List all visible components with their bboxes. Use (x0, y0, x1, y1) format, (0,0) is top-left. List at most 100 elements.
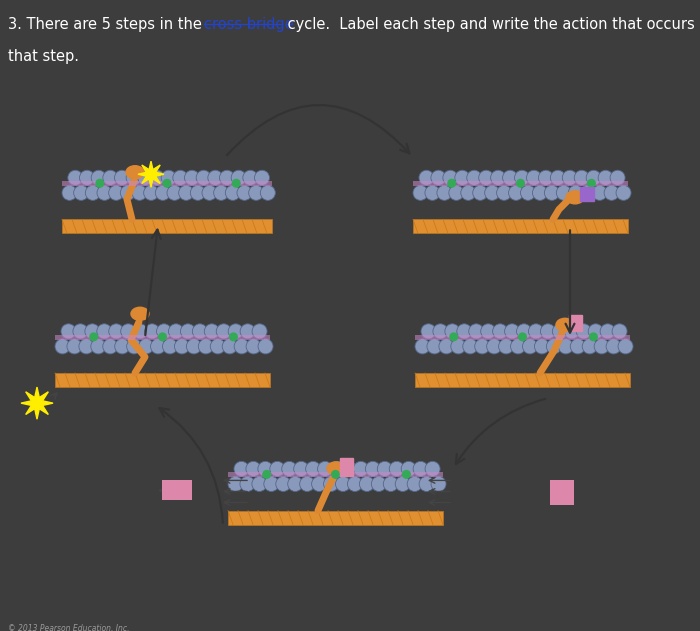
Circle shape (359, 476, 375, 492)
Circle shape (144, 186, 159, 200)
Circle shape (547, 339, 561, 354)
Bar (413, 220, 628, 233)
Circle shape (190, 186, 205, 200)
Circle shape (401, 461, 416, 476)
Circle shape (97, 186, 112, 200)
Circle shape (214, 186, 229, 200)
Circle shape (568, 186, 583, 200)
Circle shape (516, 179, 525, 188)
Circle shape (115, 170, 130, 186)
Circle shape (514, 170, 529, 186)
Circle shape (234, 339, 249, 354)
Circle shape (419, 476, 434, 492)
Circle shape (475, 339, 490, 354)
Circle shape (552, 324, 568, 339)
Circle shape (587, 179, 596, 188)
Circle shape (509, 186, 524, 200)
Circle shape (496, 186, 512, 200)
Circle shape (589, 333, 598, 341)
Circle shape (580, 186, 595, 200)
Circle shape (451, 339, 466, 354)
Circle shape (467, 170, 482, 186)
Bar (228, 473, 443, 478)
Circle shape (528, 324, 543, 339)
Text: © 2013 Pearson Education, Inc.: © 2013 Pearson Education, Inc. (8, 624, 130, 631)
Circle shape (600, 324, 615, 339)
Circle shape (62, 186, 77, 200)
Polygon shape (138, 161, 164, 187)
Circle shape (461, 186, 476, 200)
Circle shape (427, 339, 442, 354)
Circle shape (469, 324, 484, 339)
Circle shape (540, 324, 555, 339)
FancyArrowPatch shape (160, 408, 223, 523)
Circle shape (534, 339, 550, 354)
Circle shape (108, 186, 124, 200)
Text: cross bridge: cross bridge (204, 17, 294, 32)
Circle shape (612, 324, 627, 339)
Bar (55, 335, 270, 340)
Circle shape (365, 461, 380, 476)
Circle shape (395, 476, 410, 492)
Bar (162, 480, 192, 500)
Text: 3. There are 5 steps in the: 3. There are 5 steps in the (8, 17, 206, 32)
Circle shape (246, 339, 261, 354)
Circle shape (306, 461, 321, 476)
Circle shape (73, 324, 88, 339)
Circle shape (335, 476, 351, 492)
Circle shape (503, 170, 517, 186)
Ellipse shape (131, 307, 149, 321)
Circle shape (598, 170, 613, 186)
Text: cycle.  Label each step and write the action that occurs at: cycle. Label each step and write the act… (283, 17, 700, 32)
Circle shape (377, 461, 392, 476)
Circle shape (354, 461, 368, 476)
Circle shape (517, 324, 531, 339)
Circle shape (463, 339, 478, 354)
Circle shape (413, 186, 428, 200)
Circle shape (155, 186, 170, 200)
Circle shape (204, 324, 219, 339)
Circle shape (538, 170, 554, 186)
Circle shape (185, 170, 200, 186)
Circle shape (202, 186, 217, 200)
Ellipse shape (327, 462, 345, 475)
Circle shape (556, 186, 571, 200)
Circle shape (618, 339, 633, 354)
Circle shape (449, 186, 464, 200)
Circle shape (431, 170, 446, 186)
Circle shape (127, 339, 141, 354)
Circle shape (132, 324, 148, 339)
Circle shape (281, 461, 297, 476)
Circle shape (486, 339, 502, 354)
Circle shape (604, 186, 619, 200)
Circle shape (120, 186, 135, 200)
Bar (415, 373, 630, 387)
Circle shape (419, 170, 434, 186)
Bar (550, 480, 574, 505)
Circle shape (240, 324, 255, 339)
Circle shape (431, 476, 446, 492)
Circle shape (498, 339, 514, 354)
Circle shape (493, 324, 507, 339)
Bar (62, 181, 272, 186)
Circle shape (228, 324, 243, 339)
Circle shape (169, 324, 183, 339)
Circle shape (198, 339, 214, 354)
Circle shape (473, 186, 488, 200)
Circle shape (126, 170, 141, 186)
Circle shape (582, 339, 597, 354)
Circle shape (415, 339, 430, 354)
Circle shape (91, 339, 106, 354)
Circle shape (616, 186, 631, 200)
Ellipse shape (566, 191, 584, 204)
Polygon shape (21, 387, 53, 419)
Circle shape (162, 339, 178, 354)
Circle shape (225, 186, 240, 200)
Bar (228, 510, 443, 524)
Circle shape (576, 324, 592, 339)
Circle shape (139, 339, 153, 354)
Text: that step.: that step. (8, 49, 79, 64)
Circle shape (342, 461, 356, 476)
Circle shape (421, 324, 436, 339)
FancyArrowPatch shape (456, 399, 545, 464)
